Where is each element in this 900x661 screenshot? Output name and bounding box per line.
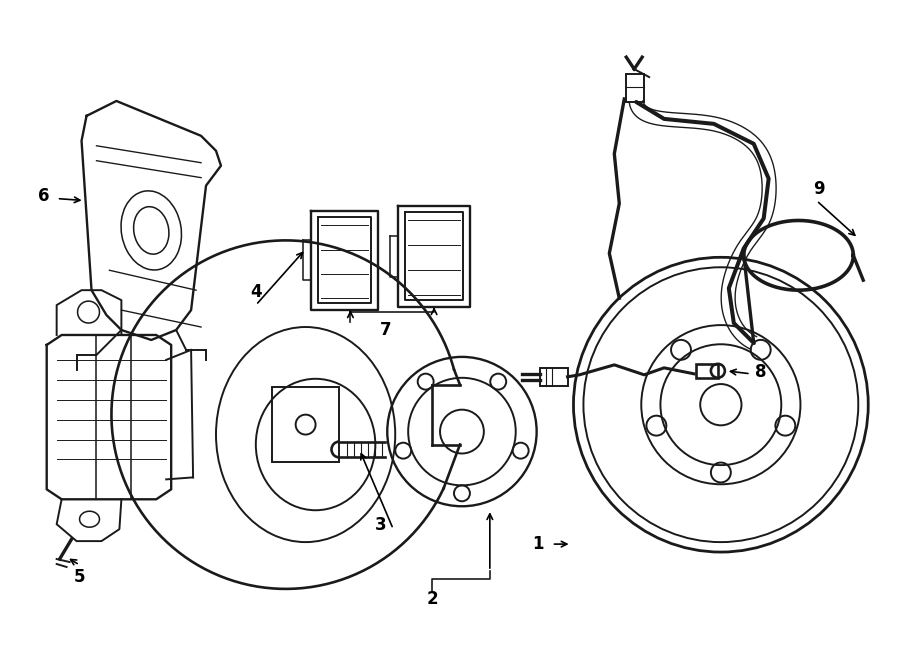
Text: 8: 8 xyxy=(755,363,767,381)
Bar xyxy=(696,364,718,378)
Text: 1: 1 xyxy=(532,535,544,553)
Text: 6: 6 xyxy=(38,186,50,204)
Text: 2: 2 xyxy=(427,590,438,608)
Text: 9: 9 xyxy=(813,180,824,198)
Bar xyxy=(272,387,339,462)
Text: 3: 3 xyxy=(374,516,386,534)
Bar xyxy=(626,74,644,102)
Text: 4: 4 xyxy=(250,283,262,301)
Text: 5: 5 xyxy=(74,568,86,586)
Bar xyxy=(540,368,568,386)
Text: 7: 7 xyxy=(380,321,392,339)
